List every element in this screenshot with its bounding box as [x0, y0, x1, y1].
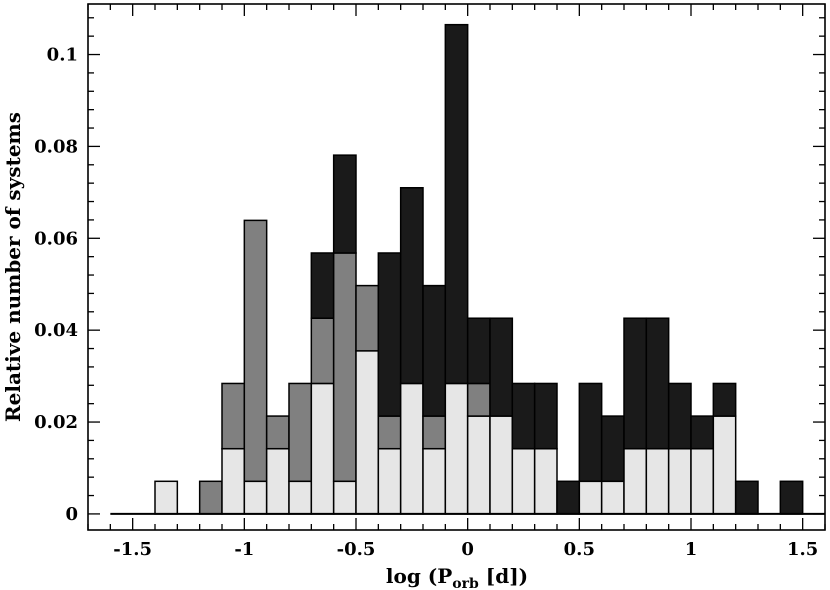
bar-segment	[265, 415, 290, 450]
bar-segment	[511, 447, 536, 515]
bar-segment	[265, 447, 290, 515]
bar-segment	[332, 480, 357, 515]
bar-segment	[422, 447, 447, 515]
x-axis-label-main: log (P	[386, 564, 452, 588]
bar-segment	[422, 415, 447, 450]
bar-segment	[489, 317, 514, 417]
bar-segment	[355, 284, 380, 352]
bar-segment	[332, 154, 357, 254]
y-tick-label: 0.06	[34, 228, 78, 249]
y-tick-label: 0	[65, 504, 78, 525]
x-axis-label: log (Porb [d])	[386, 564, 528, 590]
bar-segment	[377, 252, 402, 417]
x-tick-label: -1.5	[113, 539, 152, 560]
bar-segment	[623, 447, 648, 515]
y-tick-label: 0.1	[47, 45, 78, 66]
bar-segment	[310, 317, 335, 385]
bar-segment	[310, 252, 335, 319]
bar-segment	[556, 480, 581, 515]
bar-segment	[600, 480, 625, 515]
x-tick-label: 0	[461, 539, 474, 560]
bar-segment	[221, 447, 246, 515]
bar-segment	[154, 480, 179, 515]
bar-segment	[511, 382, 536, 450]
bar-segment	[399, 187, 424, 385]
bar-segment	[377, 415, 402, 450]
y-tick-label: 0.08	[34, 136, 78, 157]
bar-segment	[466, 415, 491, 515]
bar-segment	[578, 382, 603, 483]
bar-segment	[645, 317, 670, 450]
bar-segment	[578, 480, 603, 515]
bar-segment	[690, 447, 715, 515]
bar-segment	[779, 480, 804, 515]
bar-segment	[466, 382, 491, 417]
x-tick-label: 1	[685, 539, 698, 560]
x-tick-label: 0.5	[564, 539, 595, 560]
bar-segment	[712, 382, 737, 417]
histogram-bars	[154, 23, 804, 515]
y-tick-labels: 0 0.02 0.04 0.06 0.08 0.1	[34, 45, 78, 525]
axis-ticks	[87, 4, 826, 530]
bar-segment	[734, 480, 759, 515]
x-axis-label-subscript: orb	[452, 576, 479, 590]
x-tick-label: 1.5	[787, 539, 818, 560]
bar-segment	[288, 480, 313, 515]
bar-segment	[310, 382, 335, 515]
bar-segment	[667, 382, 692, 450]
y-tick-label: 0.04	[34, 320, 78, 341]
bar-segment	[533, 447, 558, 515]
x-tick-label: -1	[234, 539, 254, 560]
y-axis-label: Relative number of systems	[1, 112, 25, 422]
bar-segment	[243, 219, 268, 483]
bar-segment	[444, 23, 469, 385]
bar-segment	[377, 447, 402, 515]
bar-segment	[422, 284, 447, 417]
bar-segment	[221, 382, 246, 450]
bar-segment	[466, 317, 491, 385]
bar-segment	[399, 382, 424, 515]
bar-segment	[645, 447, 670, 515]
bar-segment	[332, 252, 357, 483]
bar-segment	[444, 382, 469, 515]
bar-segment	[243, 480, 268, 515]
x-tick-labels: -1.5 -1 -0.5 0 0.5 1 1.5	[113, 539, 818, 560]
bar-segment	[288, 382, 313, 483]
bar-segment	[355, 350, 380, 515]
bar-segment	[690, 415, 715, 450]
bar-segment	[533, 382, 558, 450]
bar-segment	[712, 415, 737, 515]
bar-segment	[623, 317, 648, 450]
x-tick-label: -0.5	[337, 539, 376, 560]
bar-segment	[600, 415, 625, 483]
plot-frame	[87, 3, 826, 531]
bar-segment	[489, 415, 514, 515]
bar-segment	[667, 447, 692, 515]
x-axis-label-tail: [d])	[479, 564, 528, 588]
y-tick-label: 0.02	[34, 412, 78, 433]
bar-segment	[198, 480, 223, 515]
